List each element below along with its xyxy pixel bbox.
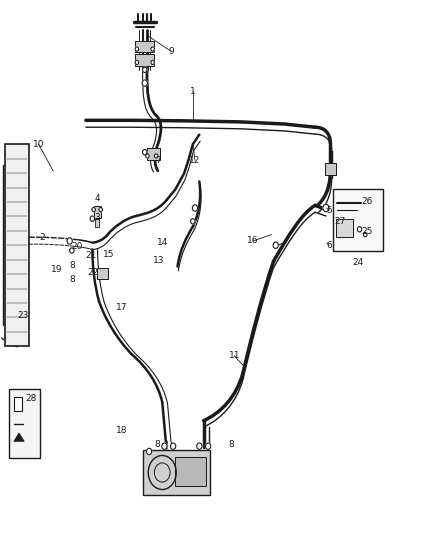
Bar [95,219,99,227]
Circle shape [70,248,74,253]
Text: 8: 8 [228,440,234,449]
Circle shape [135,47,139,51]
Text: 26: 26 [361,197,372,206]
Circle shape [67,238,72,244]
Circle shape [364,232,367,237]
Bar [10,389,40,458]
Circle shape [151,60,154,64]
Circle shape [90,216,95,221]
Circle shape [143,150,147,155]
Circle shape [135,60,139,64]
Bar [143,450,210,495]
Circle shape [205,443,211,449]
Circle shape [146,154,149,158]
Text: 22: 22 [88,269,99,277]
Text: 16: 16 [247,237,259,246]
Text: 25: 25 [361,228,372,237]
Text: 5: 5 [326,206,332,215]
Text: 8: 8 [70,275,76,284]
Circle shape [357,227,362,232]
Text: 2: 2 [39,233,45,242]
Bar [97,268,108,279]
Circle shape [151,47,154,51]
Circle shape [323,204,329,212]
Circle shape [197,443,202,449]
Text: 8: 8 [154,440,160,449]
Circle shape [154,154,158,158]
Text: 20: 20 [71,242,83,251]
Circle shape [92,207,95,212]
Circle shape [191,219,195,224]
Bar [94,206,101,217]
Bar [175,457,206,486]
Text: 6: 6 [326,241,332,250]
Bar [336,219,353,237]
Text: 21: 21 [86,252,97,260]
Text: 1: 1 [190,86,196,95]
Bar [135,41,154,52]
Text: 4: 4 [95,195,100,204]
Bar [14,397,21,410]
Circle shape [273,242,279,248]
Bar [325,164,336,175]
Text: 15: 15 [103,251,115,260]
Bar [5,144,29,346]
Text: 17: 17 [117,303,128,312]
Text: 12: 12 [189,156,201,165]
Text: 11: 11 [229,351,240,360]
Circle shape [170,443,176,449]
Text: 14: 14 [156,238,168,247]
Bar [135,54,154,66]
Text: 7: 7 [155,156,161,165]
Circle shape [142,80,148,86]
Text: 8: 8 [70,261,76,270]
Text: 3: 3 [95,213,100,222]
Circle shape [99,207,102,212]
Circle shape [143,67,147,72]
Text: 24: 24 [352,258,364,266]
Circle shape [192,205,198,211]
Text: 19: 19 [51,265,62,273]
Circle shape [147,448,152,455]
Bar [147,148,160,160]
Text: 28: 28 [25,394,37,403]
Polygon shape [14,433,24,441]
Bar [332,189,383,251]
Text: 13: 13 [153,256,165,264]
Text: 18: 18 [117,426,128,435]
Text: 10: 10 [33,140,44,149]
Text: 9: 9 [168,47,174,55]
Text: 23: 23 [18,311,29,320]
Text: 27: 27 [335,217,346,226]
Circle shape [162,443,167,449]
